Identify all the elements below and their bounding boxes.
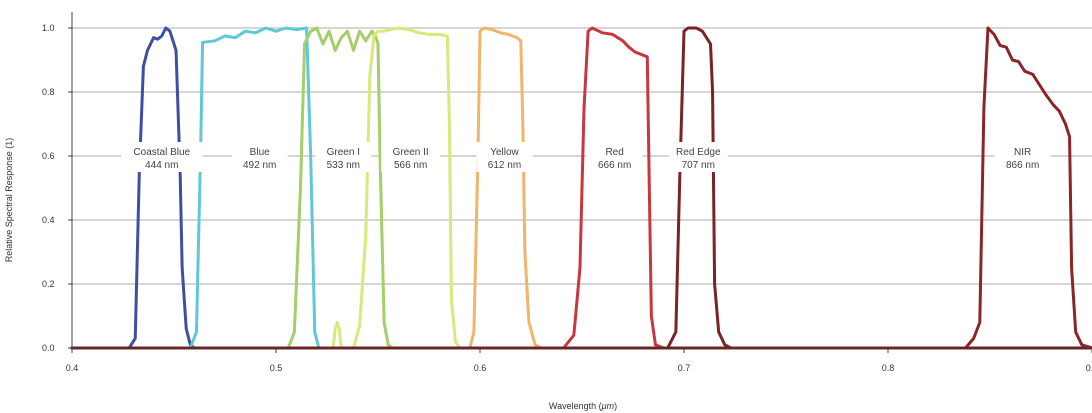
tick-labels: 0.0 0.2 0.4 0.6 0.8 1.0 0.4 0.5 0.6 0.7 0.8 0.9 (42, 23, 1092, 373)
x-tick-label-0.8: 0.8 (882, 363, 895, 373)
band-center-blue: 492 nm (243, 160, 276, 171)
y-tick-label-0.2: 0.2 (42, 279, 55, 289)
band-label-nir: NIR (1014, 147, 1031, 158)
series-line-yellow (70, 26, 1092, 350)
series-line-red (70, 26, 1092, 350)
y-tick-label-0.8: 0.8 (42, 87, 55, 97)
band-label-bg-green-ii (381, 142, 441, 172)
series-line-nir (70, 26, 1092, 350)
band-label-red: Red (605, 147, 623, 158)
band-center-green-ii: 566 nm (394, 160, 427, 171)
band-center-red-edge: 707 nm (682, 160, 715, 171)
band-label-red-edge: Red Edge (676, 147, 721, 158)
x-tick-label-0.7: 0.7 (678, 363, 691, 373)
y-tick-label-0.4: 0.4 (42, 215, 55, 225)
x-axis-label: Wavelength (μm) (549, 401, 617, 411)
band-label-blue: Blue (250, 147, 270, 158)
band-label-green-ii: Green II (393, 147, 429, 158)
x-tick-label-0.4: 0.4 (66, 363, 79, 373)
x-tick-label-0.5: 0.5 (270, 363, 283, 373)
x-axis-label-close-paren: ) (614, 401, 617, 411)
band-labels: Coastal Blue 444 nm Blue 492 nm Green I 533 n… (121, 142, 1051, 172)
y-tick-label-0.0: 0.0 (42, 343, 55, 353)
band-label-bg-blue (231, 142, 288, 172)
x-tick-label-0.6: 0.6 (474, 363, 487, 373)
series-layer (70, 26, 1092, 350)
series-line-green-ii (70, 26, 1092, 350)
band-label-bg-green-i (315, 142, 372, 172)
band-label-bg-red (586, 142, 643, 172)
series-line-coastal-blue (70, 26, 1092, 350)
band-center-yellow: 612 nm (488, 160, 521, 171)
band-label-bg-yellow (476, 142, 533, 172)
band-label-green-i: Green I (327, 147, 360, 158)
band-center-red: 666 nm (598, 160, 631, 171)
x-axis-label-text: Wavelength (549, 401, 596, 411)
band-center-green-i: 533 nm (327, 160, 360, 171)
x-axis-label-open-paren: ( (599, 401, 602, 411)
x-axis-label-unit: μm (601, 401, 615, 411)
band-label-bg-coastal-blue (121, 142, 203, 172)
y-tick-label-0.6: 0.6 (42, 151, 55, 161)
band-label-bg-red-edge (668, 142, 728, 172)
band-label-coastal-blue: Coastal Blue (133, 147, 190, 158)
series-line-red-edge (70, 26, 1092, 350)
band-center-nir: 866 nm (1006, 160, 1039, 171)
band-label-bg-nir (994, 142, 1051, 172)
axes (71, 12, 1092, 349)
band-label-yellow: Yellow (490, 147, 519, 158)
series-line-green-i (70, 26, 1092, 350)
y-tick-label-1.0: 1.0 (42, 23, 55, 33)
x-tick-label-0.9: 0.9 (1086, 363, 1092, 373)
y-axis-label: Relative Spectral Response (1) (4, 138, 14, 263)
band-center-coastal-blue: 444 nm (145, 160, 178, 171)
